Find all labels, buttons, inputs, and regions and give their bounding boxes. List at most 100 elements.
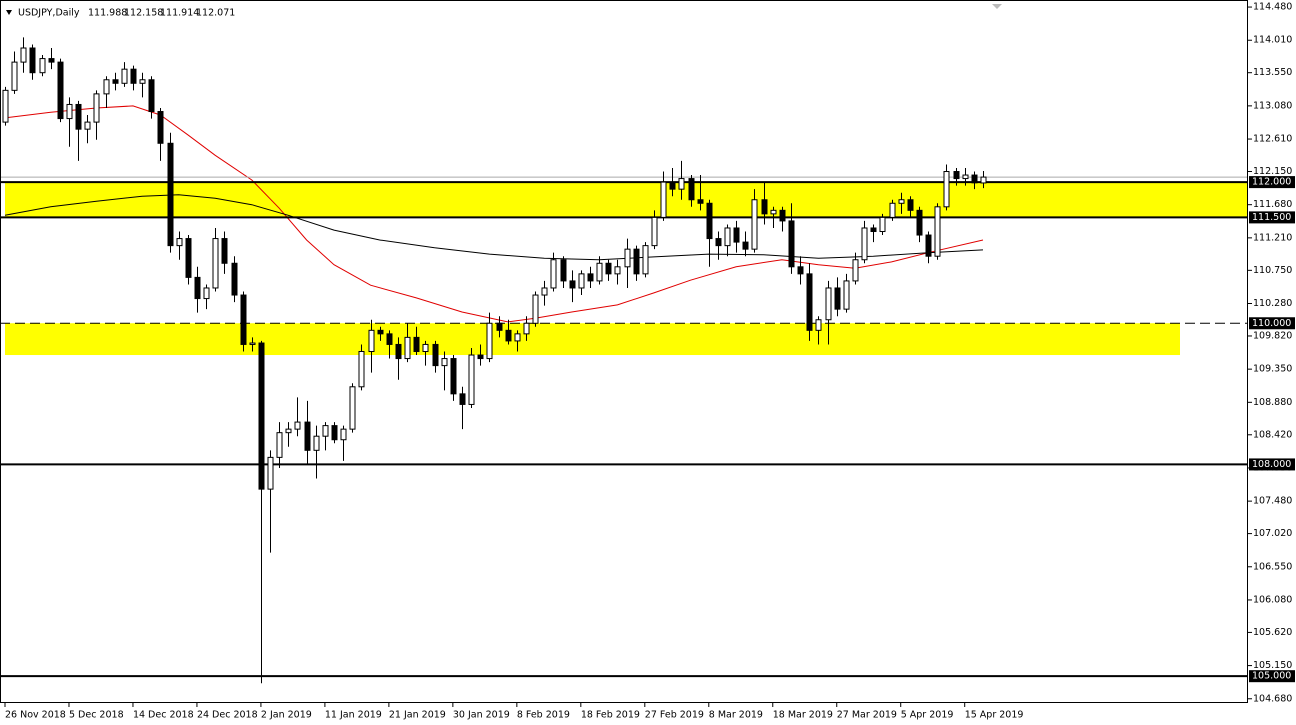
candle-body	[285, 428, 292, 434]
candle-body	[614, 266, 621, 275]
candle-body	[468, 354, 475, 405]
candle-body	[605, 262, 612, 275]
x-tick-label: 18 Mar 2019	[773, 710, 833, 721]
level-label: 110.000	[1252, 318, 1291, 329]
level-label: 108.000	[1252, 459, 1291, 470]
candle-body	[20, 47, 27, 63]
candle-body	[550, 259, 557, 289]
header-low: 111.914	[160, 8, 199, 19]
candle-body	[267, 456, 274, 490]
level-label: 112.000	[1252, 177, 1291, 188]
candle-body	[651, 216, 658, 247]
candle-body	[39, 58, 46, 74]
x-tick-label: 8 Mar 2019	[709, 710, 763, 721]
candle-body	[870, 227, 877, 233]
scroll-marker	[992, 4, 1002, 9]
candle-body	[294, 421, 301, 430]
candle-body	[624, 248, 631, 268]
candle-body	[669, 181, 676, 190]
candle-body	[2, 89, 9, 123]
candle-body	[386, 333, 393, 345]
candle-body	[889, 202, 896, 218]
candle-body	[916, 209, 923, 236]
candle-body	[121, 68, 128, 84]
plot-frame	[0, 0, 1248, 703]
candle-body	[29, 47, 36, 74]
header-close: 112.071	[196, 8, 235, 19]
candle-body	[962, 174, 969, 180]
header-open: 111.988	[88, 8, 127, 19]
candle-body	[194, 276, 201, 300]
candle-body	[505, 329, 512, 342]
y-tick-label: 108.880	[1253, 397, 1292, 408]
candle-body	[304, 421, 311, 451]
y-tick-label: 105.150	[1253, 660, 1292, 671]
candle-body	[368, 329, 375, 352]
y-tick-label: 105.620	[1253, 627, 1292, 638]
x-tick-label: 14 Dec 2018	[133, 710, 194, 721]
y-tick-label: 111.680	[1253, 199, 1292, 210]
candle-body	[93, 93, 100, 123]
candle-body	[879, 216, 886, 233]
candle-body	[441, 358, 448, 367]
candle-body	[660, 181, 667, 218]
candle-body	[176, 238, 183, 247]
level-label-box	[1249, 211, 1295, 224]
candle-body	[185, 238, 192, 278]
candle-body	[139, 79, 146, 84]
candle-body	[532, 294, 539, 324]
level-label: 111.500	[1252, 212, 1291, 223]
candle-body	[422, 343, 429, 353]
x-tick-label: 11 Jan 2019	[325, 710, 382, 721]
candle-body	[724, 227, 731, 247]
labels: 112.000 111.500 110.000 108.000 105.000	[1249, 176, 1295, 683]
candle-body	[587, 273, 594, 282]
candle-body	[925, 234, 932, 257]
candle-body	[496, 322, 503, 331]
candle-body	[450, 358, 457, 395]
candle-body	[103, 79, 110, 95]
candle-body	[322, 425, 329, 437]
y-tick-label: 107.020	[1253, 528, 1292, 539]
candle-body	[477, 354, 484, 360]
candle-body	[48, 58, 55, 63]
x-tick-label: 5 Dec 2018	[69, 710, 124, 721]
candle-body	[788, 220, 795, 268]
candle-body	[130, 68, 137, 84]
y-tick-label: 112.610	[1253, 134, 1292, 145]
candle-body	[249, 342, 256, 345]
candle-body	[633, 248, 640, 275]
candle-body	[761, 199, 768, 215]
candle-body	[861, 227, 868, 261]
header-high: 112.158	[124, 8, 163, 19]
y-tick-label: 111.210	[1253, 232, 1292, 243]
candle-body	[240, 294, 247, 345]
y-tick-label: 114.480	[1253, 2, 1292, 13]
y-tick-label: 108.420	[1253, 429, 1292, 440]
levels	[0, 176, 1248, 678]
candle-body	[806, 273, 813, 331]
y-tick-label: 106.550	[1253, 561, 1292, 572]
x-tick-label: 18 Feb 2019	[581, 710, 640, 721]
candle-body	[797, 266, 804, 275]
candle-body	[907, 199, 914, 211]
x-tick-label: 26 Nov 2018	[5, 710, 66, 721]
candle-body	[697, 199, 704, 204]
candle-body	[742, 241, 749, 250]
y-tick-label: 106.080	[1253, 594, 1292, 605]
candle-body	[733, 227, 740, 243]
candle-body	[66, 103, 73, 120]
candle-body	[843, 280, 850, 310]
x-tick-label: 15 Apr 2019	[965, 710, 1024, 721]
x-tick-label: 24 Dec 2018	[197, 710, 258, 721]
candle-body	[313, 435, 320, 451]
candle-body	[75, 103, 82, 130]
candle-body	[157, 111, 164, 144]
candle-body	[834, 287, 841, 310]
candle-body	[486, 322, 493, 360]
candle-body	[678, 178, 685, 190]
candle-body	[413, 336, 420, 353]
level-label-box	[1249, 670, 1295, 683]
